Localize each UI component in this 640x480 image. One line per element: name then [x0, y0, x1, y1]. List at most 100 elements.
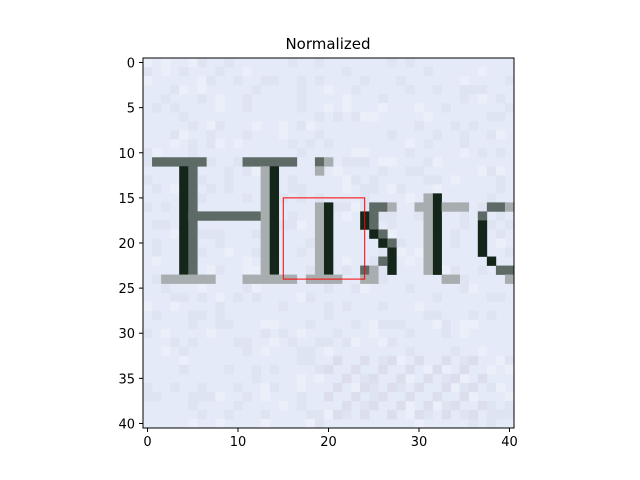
image-pixel: [188, 238, 198, 248]
x-tick-label: 0: [143, 435, 151, 450]
image-pixel: [260, 346, 270, 357]
image-pixel: [287, 337, 298, 348]
image-pixel: [215, 211, 225, 221]
image-pixel: [161, 220, 171, 230]
image-pixel: [305, 355, 316, 366]
image-pixel: [188, 211, 198, 221]
image-pixel: [296, 121, 307, 131]
image-pixel: [260, 328, 270, 339]
image-pixel: [188, 337, 198, 348]
image-pixel: [369, 319, 379, 330]
image-pixel: [170, 157, 180, 167]
image-pixel: [432, 184, 442, 194]
image-pixel: [387, 337, 397, 348]
image-pixel: [323, 229, 334, 239]
image-pixel: [414, 301, 424, 311]
image-pixel: [287, 184, 298, 194]
image-pixel: [423, 193, 433, 203]
image-pixel: [459, 319, 470, 330]
x-axis: 0 10 20 30 40: [143, 428, 518, 450]
image-pixel: [369, 220, 379, 230]
image-pixel: [278, 157, 289, 167]
image-pixel: [305, 418, 316, 429]
image-pixel: [188, 400, 198, 411]
image-pixel: [414, 166, 424, 176]
image-pixel: [378, 256, 388, 266]
image-pixel: [215, 238, 225, 248]
image-pixel: [351, 175, 361, 185]
image-pixel: [405, 364, 415, 375]
image-pixel: [251, 157, 261, 167]
image-pixel: [269, 175, 280, 185]
image-pixel: [197, 157, 207, 167]
image-pixel: [333, 166, 343, 176]
plot-area: [142, 57, 515, 429]
image-pixel: [423, 229, 433, 239]
image-pixel: [323, 364, 334, 375]
image-pixel: [360, 355, 370, 366]
image-pixel: [387, 247, 397, 257]
image-pixel: [215, 139, 225, 149]
image-pixel: [206, 211, 216, 221]
image-pixel: [197, 193, 207, 203]
image-pixel: [468, 310, 479, 321]
image-pixel: [459, 328, 470, 339]
image-pixel: [161, 94, 171, 104]
image-pixel: [323, 310, 334, 321]
image-pixel: [495, 355, 506, 366]
image-pixel: [459, 355, 470, 366]
image-pixel: [269, 193, 280, 203]
image-pixel: [423, 175, 433, 185]
image-pixel: [504, 103, 515, 113]
image-pixel: [242, 265, 252, 275]
highlight-box: [282, 197, 366, 280]
image-pixel: [314, 337, 325, 348]
image-pixel: [296, 346, 307, 357]
image-pixel: [495, 148, 506, 158]
image-pixel: [242, 256, 252, 266]
image-pixel: [170, 103, 180, 113]
image-pixel: [260, 409, 270, 420]
image-pixel: [405, 346, 415, 357]
image-pixel: [206, 391, 216, 402]
image-pixel: [432, 157, 442, 167]
image-pixel: [486, 256, 497, 266]
image-pixel: [495, 130, 506, 140]
image-pixel: [360, 148, 370, 158]
image-pixel: [378, 238, 388, 248]
image-pixel: [206, 229, 216, 239]
image-pixel: [477, 166, 488, 176]
image-pixel: [333, 382, 343, 393]
image-pixel: [387, 184, 397, 194]
image-pixel: [143, 328, 153, 339]
y-tick-label: 30: [118, 327, 135, 342]
image-pixel: [269, 238, 280, 248]
image-pixel: [504, 274, 515, 284]
x-tick-label: 10: [230, 435, 247, 450]
image-pixel: [269, 220, 280, 230]
image-pixel: [441, 373, 451, 384]
image-pixel: [441, 328, 451, 339]
image-pixel: [143, 175, 153, 185]
image-pixel: [432, 193, 442, 203]
image-pixel: [378, 337, 388, 348]
image-pixel: [378, 364, 388, 375]
image-pixel: [396, 382, 406, 393]
image-pixel: [143, 148, 153, 158]
image-pixel: [351, 382, 361, 393]
image-pixel: [179, 85, 189, 95]
image-pixel: [242, 337, 252, 348]
image-pixel: [215, 265, 225, 275]
image-pixel: [432, 130, 442, 140]
image-pixel: [459, 139, 470, 149]
image-pixel: [441, 409, 451, 420]
image-pixel: [251, 121, 261, 131]
image-pixel: [441, 382, 451, 393]
image-pixels: [143, 58, 515, 429]
image-pixel: [296, 400, 307, 411]
image-pixel: [269, 166, 280, 176]
image-pixel: [468, 319, 479, 330]
image-pixel: [414, 247, 424, 257]
image-pixel: [179, 355, 189, 366]
image-pixel: [342, 256, 352, 266]
